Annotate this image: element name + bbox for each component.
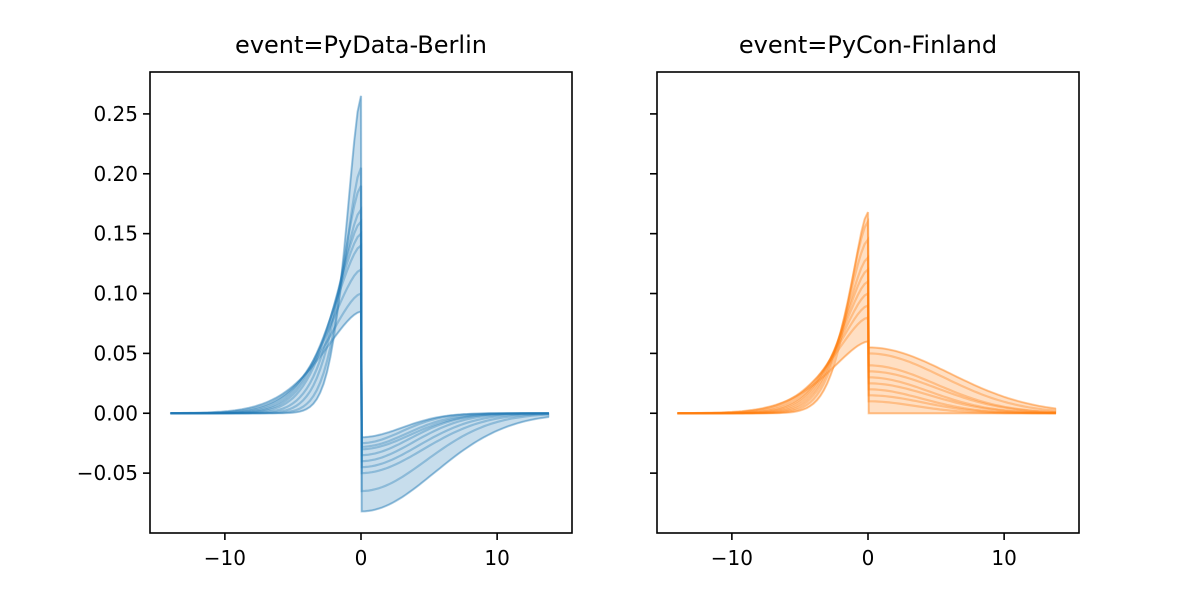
x-tick-label: 0	[355, 546, 368, 570]
series-line-s9	[677, 315, 1056, 415]
x-tick-label: 10	[991, 546, 1016, 570]
series-line-s8	[677, 303, 1056, 415]
series-line-s2	[170, 167, 549, 493]
x-tick-label: 10	[484, 546, 509, 570]
x-axis: −10 0 10	[711, 533, 1017, 570]
series-line-s5	[677, 267, 1056, 415]
series-line-s10	[677, 340, 1056, 415]
panel-pycon-finland: event=PyCon-Finland −10 0 10	[650, 31, 1080, 570]
series-line-s7	[677, 291, 1056, 415]
series-line-s9	[170, 291, 549, 445]
series-line-s4	[677, 254, 1056, 415]
envelope-band	[676, 211, 1057, 414]
series-line-s4	[170, 206, 549, 469]
panel-title: event=PyCon-Finland	[739, 31, 997, 59]
y-tick-label: 0.00	[93, 401, 138, 425]
x-axis: −10 0 10	[204, 533, 510, 570]
plot-area	[676, 211, 1057, 415]
x-tick-label: −10	[204, 546, 246, 570]
plot-area	[169, 95, 550, 513]
series-line-s7	[170, 243, 549, 451]
series-line-s6	[677, 279, 1056, 415]
y-tick-label: −0.05	[77, 461, 138, 485]
series-line-s3	[677, 236, 1056, 415]
y-tick-label: 0.10	[93, 282, 138, 306]
series-line-s6	[170, 230, 549, 457]
y-tick-label: 0.15	[93, 222, 138, 246]
envelope-band	[169, 95, 550, 512]
series-line-s5	[170, 218, 549, 463]
y-axis	[650, 113, 657, 474]
x-tick-label: −10	[711, 546, 753, 570]
y-tick-label: 0.05	[93, 341, 138, 365]
series-line-s1	[170, 95, 550, 513]
y-tick-label: 0.20	[93, 162, 138, 186]
series-line-s8	[170, 267, 549, 448]
series-line-s3	[170, 185, 549, 475]
y-tick-label: 0.25	[93, 102, 138, 126]
x-tick-label: 0	[862, 546, 875, 570]
y-axis: −0.05 0.00 0.05 0.10 0.15 0.20 0.25	[77, 102, 150, 485]
series-line-s10	[170, 309, 549, 439]
panel-title: event=PyData-Berlin	[235, 31, 487, 59]
series-line-s1	[677, 211, 1056, 415]
series-line-s2	[677, 217, 1057, 415]
panel-pydata-berlin: event=PyData-Berlin −10 0 10 −0.05 0.00 0.05…	[77, 31, 573, 570]
